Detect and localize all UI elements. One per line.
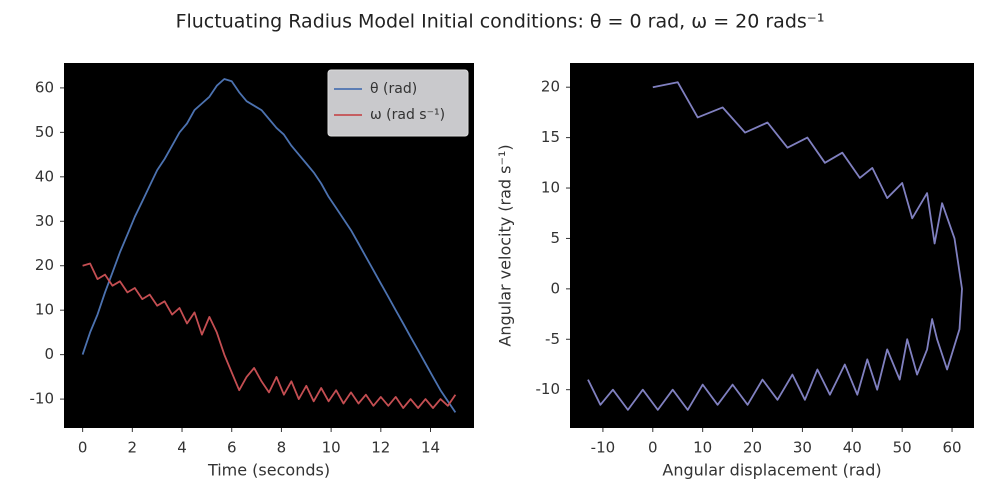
x-tick-label: 10 — [693, 439, 712, 457]
figure-title: Fluctuating Radius Model Initial conditi… — [176, 11, 825, 33]
x-tick-label: 10 — [322, 439, 341, 457]
x-tick-label: 40 — [843, 439, 862, 457]
legend-label: θ (rad) — [370, 81, 417, 97]
y-tick-label: 20 — [541, 78, 560, 96]
plot-area — [570, 63, 974, 428]
y-tick-label: 50 — [35, 123, 54, 141]
x-tick-label: 12 — [371, 439, 390, 457]
y-tick-label: 30 — [35, 212, 54, 230]
x-tick-label: 0 — [78, 439, 88, 457]
data-line — [81, 78, 457, 413]
data-line — [587, 81, 963, 411]
y-tick-label: 10 — [35, 301, 54, 319]
x-tick-label: 50 — [893, 439, 912, 457]
y-tick-label: -10 — [536, 380, 561, 398]
x-tick-label: 30 — [793, 439, 812, 457]
y-tick-label: 0 — [550, 279, 560, 297]
y-tick-label: 40 — [35, 167, 54, 185]
x-tick-label: -10 — [591, 439, 616, 457]
x-tick-label: 14 — [421, 439, 440, 457]
x-axis-label: Angular displacement (rad) — [662, 461, 881, 480]
legend-label: ω (rad s⁻¹) — [370, 107, 445, 123]
y-axis-label: Angular velocity (rad s⁻¹) — [496, 144, 515, 346]
data-line — [82, 262, 457, 409]
legend-box — [327, 69, 469, 137]
x-tick-label: 60 — [943, 439, 962, 457]
y-tick-label: 0 — [44, 345, 54, 363]
x-tick-label: 6 — [227, 439, 237, 457]
y-tick-label: 15 — [541, 128, 560, 146]
y-tick-label: -5 — [545, 330, 560, 348]
y-tick-label: 10 — [541, 179, 560, 197]
y-tick-label: 5 — [550, 229, 560, 247]
y-tick-label: -10 — [30, 390, 55, 408]
x-tick-label: 0 — [648, 439, 658, 457]
y-tick-label: 20 — [35, 256, 54, 274]
x-tick-label: 2 — [128, 439, 138, 457]
x-tick-label: 20 — [743, 439, 762, 457]
x-tick-label: 8 — [277, 439, 287, 457]
x-axis-label: Time (seconds) — [207, 461, 330, 480]
y-tick-label: 60 — [35, 78, 54, 96]
x-tick-label: 4 — [177, 439, 187, 457]
